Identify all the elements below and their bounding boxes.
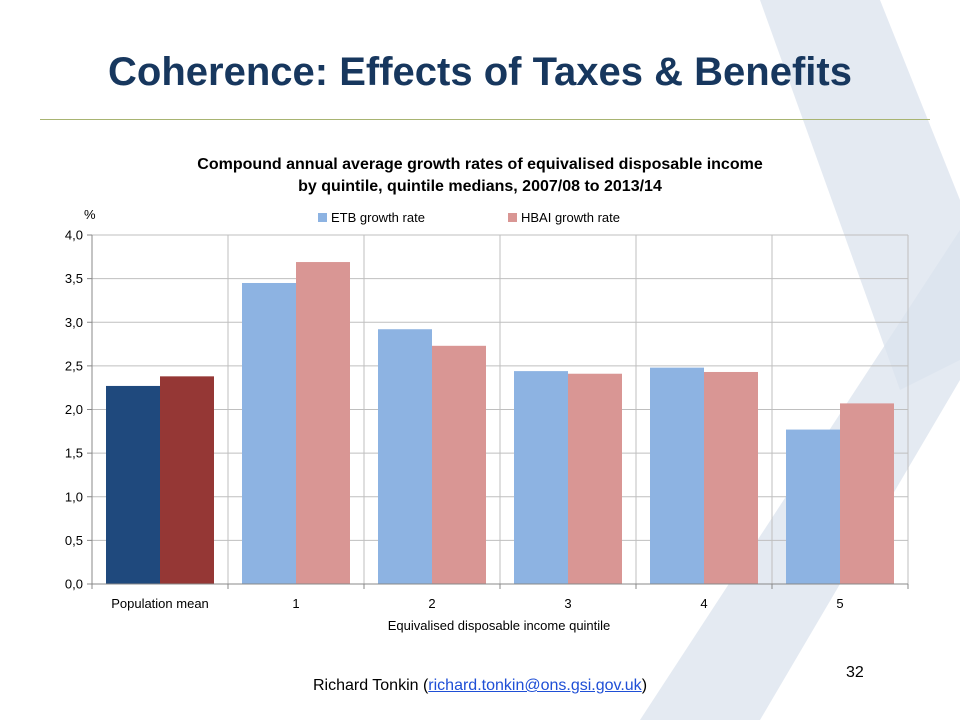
chart-title: Compound annual average growth rates of … bbox=[197, 156, 763, 173]
bar-etb-quintile-1 bbox=[242, 282, 296, 584]
legend-label: ETB growth rate bbox=[331, 210, 425, 225]
page-number: 32 bbox=[846, 664, 864, 681]
chart-gridlines bbox=[91, 234, 909, 585]
y-tick-label: 3,5 bbox=[65, 271, 83, 286]
y-tick-label: 3,0 bbox=[65, 315, 83, 330]
bar-hbai-quintile-3 bbox=[568, 373, 622, 584]
bar-etb-population-mean bbox=[106, 385, 160, 584]
legend-label: HBAI growth rate bbox=[521, 210, 620, 225]
bar-hbai-quintile-5 bbox=[840, 403, 894, 584]
x-tick-label: 1 bbox=[292, 596, 299, 611]
chart-subtitle: by quintile, quintile medians, 2007/08 t… bbox=[298, 178, 662, 195]
bar-chart: Compound annual average growth rates of … bbox=[65, 156, 909, 633]
bar-etb-quintile-2 bbox=[378, 329, 432, 584]
legend-swatch bbox=[318, 213, 327, 222]
x-tick-label: Population mean bbox=[111, 596, 209, 611]
bar-hbai-quintile-4 bbox=[704, 371, 758, 584]
bar-hbai-population-mean bbox=[160, 376, 214, 584]
bar-etb-quintile-4 bbox=[650, 367, 704, 584]
y-tick-label: 0,5 bbox=[65, 533, 83, 548]
y-tick-label: 0,0 bbox=[65, 577, 83, 592]
x-tick-label: 4 bbox=[700, 596, 707, 611]
chart-bars bbox=[106, 262, 894, 584]
y-axis-unit-label: % bbox=[84, 207, 96, 222]
y-tick-label: 4,0 bbox=[65, 228, 83, 243]
y-tick-label: 1,0 bbox=[65, 489, 83, 504]
x-tick-label: 3 bbox=[564, 596, 571, 611]
y-axis-ticks: 0,0 0,5 1,0 1,5 2,0 2,5 3,0 3,5 4,0 bbox=[65, 228, 92, 592]
footer-suffix: ) bbox=[641, 677, 648, 694]
footer-credit: Richard Tonkin (richard.tonkin@ons.gsi.g… bbox=[0, 677, 960, 695]
y-tick-label: 1,5 bbox=[65, 446, 83, 461]
y-tick-label: 2,5 bbox=[65, 358, 83, 373]
y-tick-label: 2,0 bbox=[65, 402, 83, 417]
bar-hbai-quintile-1 bbox=[296, 262, 350, 584]
footer-email-link[interactable]: richard.tonkin@ons.gsi.gov.uk bbox=[428, 677, 642, 694]
footer-prefix: Richard Tonkin ( bbox=[312, 677, 429, 694]
bar-hbai-quintile-2 bbox=[432, 345, 486, 584]
legend-swatch bbox=[508, 213, 517, 222]
bar-etb-quintile-5 bbox=[786, 429, 840, 584]
slide-title: Coherence: Effects of Taxes & Benefits bbox=[108, 50, 852, 94]
x-tick-label: 2 bbox=[428, 596, 435, 611]
x-axis-ticks: Population mean 1 2 3 4 5 bbox=[91, 584, 909, 611]
title-divider bbox=[40, 119, 930, 120]
bar-etb-quintile-3 bbox=[514, 371, 568, 584]
x-axis-label: Equivalised disposable income quintile bbox=[388, 618, 611, 633]
x-tick-label: 5 bbox=[836, 596, 843, 611]
chart-legend: ETB growth rate HBAI growth rate bbox=[318, 210, 620, 225]
